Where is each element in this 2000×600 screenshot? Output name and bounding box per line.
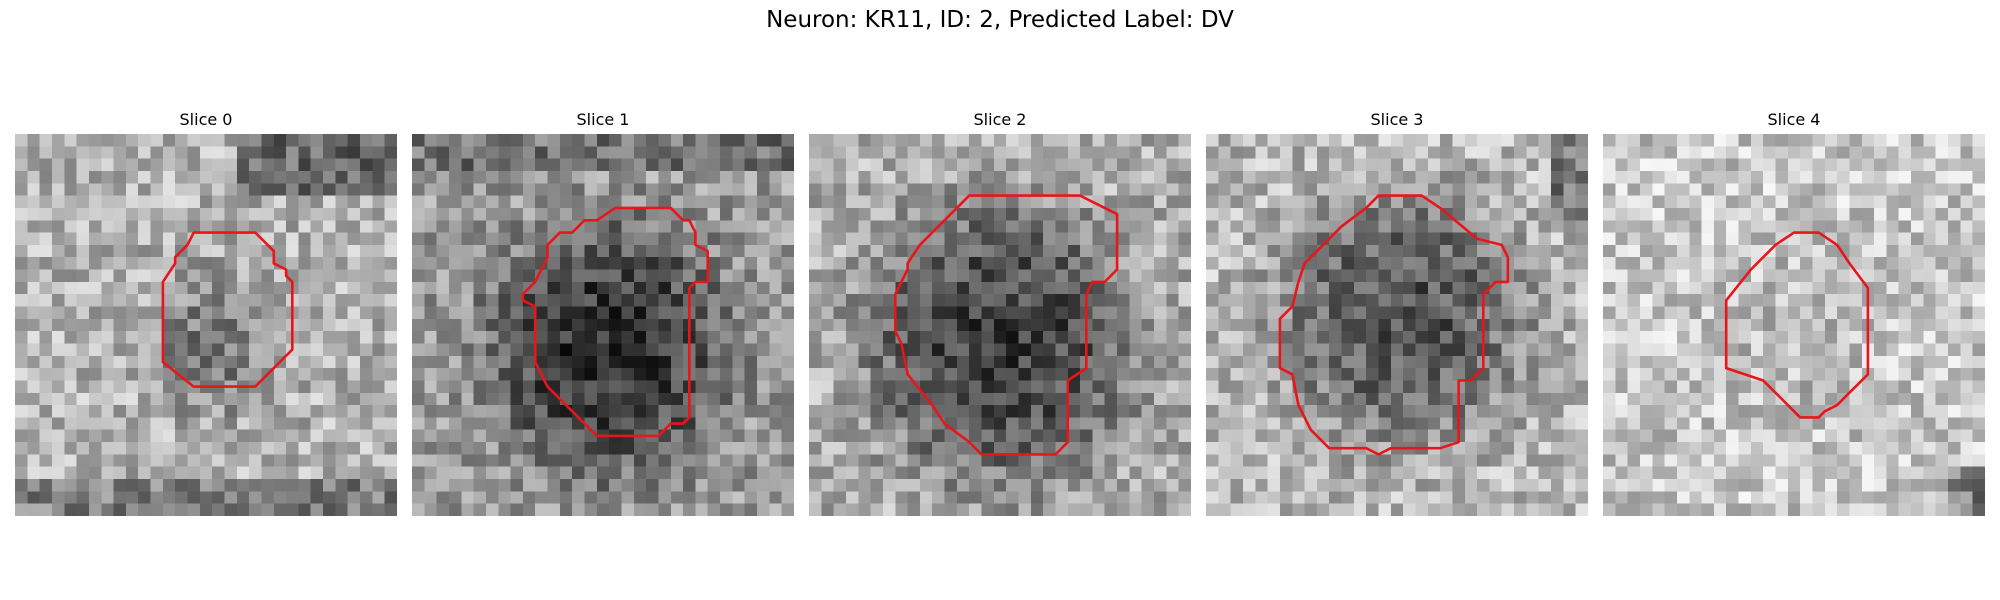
slice-panel-4: Slice 4 xyxy=(1603,0,1985,600)
slice-title: Slice 2 xyxy=(973,110,1027,129)
cell-contour xyxy=(1278,194,1510,456)
slice-title: Slice 1 xyxy=(576,110,630,129)
slice-panel-2: Slice 2 xyxy=(809,0,1191,600)
figure-title: Neuron: KR11, ID: 2, Predicted Label: DV xyxy=(766,7,1234,33)
cell-contour xyxy=(161,231,294,388)
slice-title: Slice 3 xyxy=(1370,110,1424,129)
slice-image xyxy=(809,134,1191,516)
cell-contour xyxy=(1724,231,1870,419)
slice-image xyxy=(1603,134,1985,516)
slice-image xyxy=(1206,134,1588,516)
slice-title: Slice 4 xyxy=(1767,110,1821,129)
cell-contour xyxy=(894,194,1119,456)
slice-panel-1: Slice 1 xyxy=(412,0,794,600)
cell-contour xyxy=(521,206,710,438)
slice-image xyxy=(412,134,794,516)
slice-title: Slice 0 xyxy=(179,110,233,129)
slice-image xyxy=(15,134,397,516)
slice-panel-3: Slice 3 xyxy=(1206,0,1588,600)
slice-panel-0: Slice 0 xyxy=(15,0,397,600)
